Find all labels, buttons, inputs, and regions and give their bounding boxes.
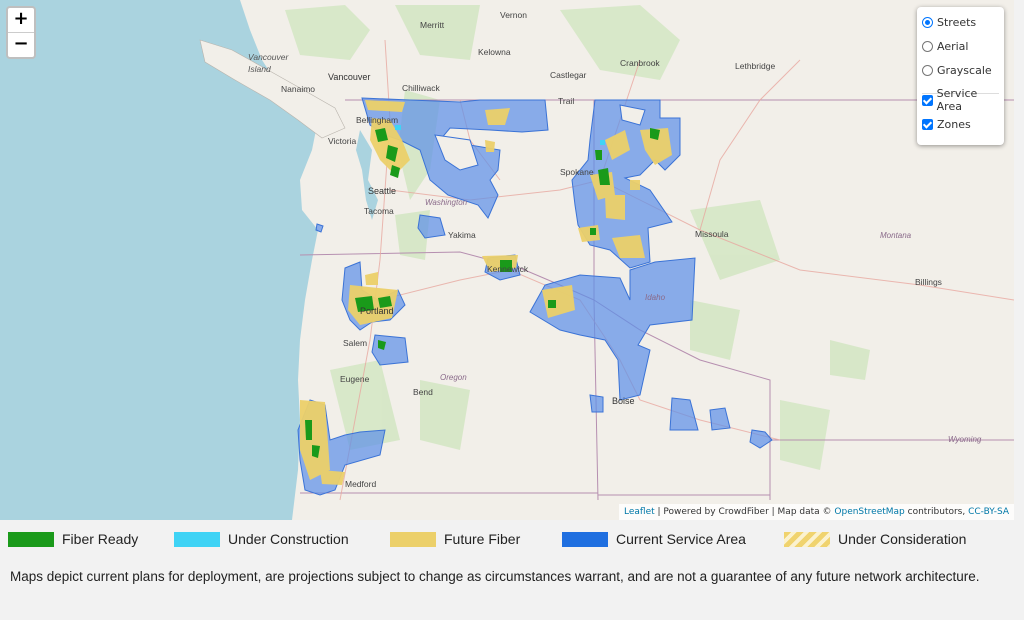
overlay-option-zones[interactable]: Zones (922, 116, 971, 132)
map-canvas[interactable]: Merritt Vernon Kelowna Cranbrook Castleg… (0, 0, 1014, 520)
checkbox-icon[interactable] (922, 94, 933, 106)
label-tacoma: Tacoma (364, 206, 394, 216)
radio-icon[interactable] (922, 16, 933, 28)
label-victoria: Victoria (328, 136, 356, 146)
layer-control: Streets Aerial Grayscale Service Area Zo… (917, 7, 1004, 145)
radio-icon[interactable] (922, 40, 933, 52)
label-bend: Bend (413, 387, 433, 397)
base-map: Merritt Vernon Kelowna Cranbrook Castleg… (0, 0, 1014, 520)
layer-label-grayscale: Grayscale (937, 63, 992, 77)
label-trail: Trail (558, 96, 574, 106)
label-vancouver: Vancouver (328, 72, 370, 82)
label-merritt: Merritt (420, 20, 445, 30)
layer-option-grayscale[interactable]: Grayscale (922, 62, 992, 78)
legend-swatch-future-fiber (390, 531, 436, 547)
legend-label: Under Consideration (838, 531, 967, 547)
map-labels: Merritt Vernon Kelowna Cranbrook Castleg… (248, 10, 982, 489)
attribution-contributors: contributors, (904, 507, 969, 517)
label-boise: Boise (612, 396, 635, 406)
legend-item-current-service-area: Current Service Area (562, 531, 746, 547)
label-salem: Salem (343, 338, 367, 348)
radio-icon[interactable] (922, 64, 933, 76)
label-missoula: Missoula (695, 229, 729, 239)
overlay-label-service-area: Service Area (936, 87, 978, 113)
label-vernon: Vernon (500, 10, 527, 20)
label-spokane: Spokane (560, 167, 594, 177)
layer-label-streets: Streets (937, 15, 977, 29)
label-medford: Medford (345, 479, 376, 489)
layer-separator (922, 93, 999, 94)
legend-swatch-under-construction (174, 531, 220, 547)
label-vancouver-island-2: Island (248, 64, 271, 74)
label-castlegar: Castlegar (550, 70, 587, 80)
layer-label-aerial: Aerial (937, 39, 969, 53)
disclaimer-text: Maps depict current plans for deployment… (10, 569, 980, 584)
map-attribution: Leaflet | Powered by CrowdFiber | Map da… (619, 504, 1014, 520)
label-wyoming: Wyoming (948, 435, 982, 444)
zoom-control: + − (6, 6, 36, 59)
label-kelowna: Kelowna (478, 47, 511, 57)
legend-label: Future Fiber (444, 531, 521, 547)
label-oregon: Oregon (440, 373, 467, 382)
label-washington: Washington (425, 198, 468, 207)
ocean (0, 0, 318, 520)
checkbox-icon[interactable] (922, 118, 933, 130)
vancouver-island-land (199, 39, 346, 139)
map-legend: Fiber Ready Under Construction Future Fi… (0, 520, 1024, 560)
under-construction-zones[interactable] (395, 125, 605, 145)
label-yakima: Yakima (448, 230, 476, 240)
legend-item-under-construction: Under Construction (174, 531, 349, 547)
overlay-option-service-area[interactable]: Service Area (922, 87, 1004, 113)
fiber-ready-zones[interactable] (305, 128, 660, 458)
label-portland: Portland (360, 306, 394, 316)
zoom-out-button[interactable]: − (8, 32, 34, 57)
label-chilliwack: Chilliwack (402, 83, 441, 93)
legend-swatch-under-consideration (784, 531, 830, 547)
legend-item-fiber-ready: Fiber Ready (8, 531, 138, 547)
label-lethbridge: Lethbridge (735, 61, 775, 71)
legend-swatch-current-service-area (562, 531, 608, 547)
puget-sound (356, 130, 378, 220)
label-vancouver-island-1: Vancouver (248, 52, 289, 62)
label-bellingham: Bellingham (356, 115, 398, 125)
layer-option-aerial[interactable]: Aerial (922, 38, 968, 54)
legend-label: Under Construction (228, 531, 349, 547)
legend-label: Fiber Ready (62, 531, 139, 547)
legend-item-future-fiber: Future Fiber (390, 531, 520, 547)
label-idaho: Idaho (645, 293, 666, 302)
zoom-in-button[interactable]: + (13, 8, 29, 29)
legend-label: Current Service Area (616, 531, 746, 547)
label-montana: Montana (880, 231, 912, 240)
label-eugene: Eugene (340, 374, 370, 384)
attribution-text: | Powered by CrowdFiber | Map data © (654, 507, 835, 517)
license-link[interactable]: CC-BY-SA (968, 507, 1009, 517)
label-billings: Billings (915, 277, 942, 287)
osm-link[interactable]: OpenStreetMap (834, 507, 905, 517)
label-seattle: Seattle (368, 186, 396, 196)
layer-option-streets[interactable]: Streets (922, 14, 976, 30)
legend-item-under-consideration: Under Consideration (784, 531, 966, 547)
label-cranbrook: Cranbrook (620, 58, 660, 68)
overlay-label-zones: Zones (937, 117, 971, 131)
leaflet-link[interactable]: Leaflet (624, 507, 655, 517)
label-nanaimo: Nanaimo (281, 84, 315, 94)
label-kennewick: Kennewick (487, 264, 529, 274)
legend-swatch-fiber-ready (8, 531, 54, 547)
